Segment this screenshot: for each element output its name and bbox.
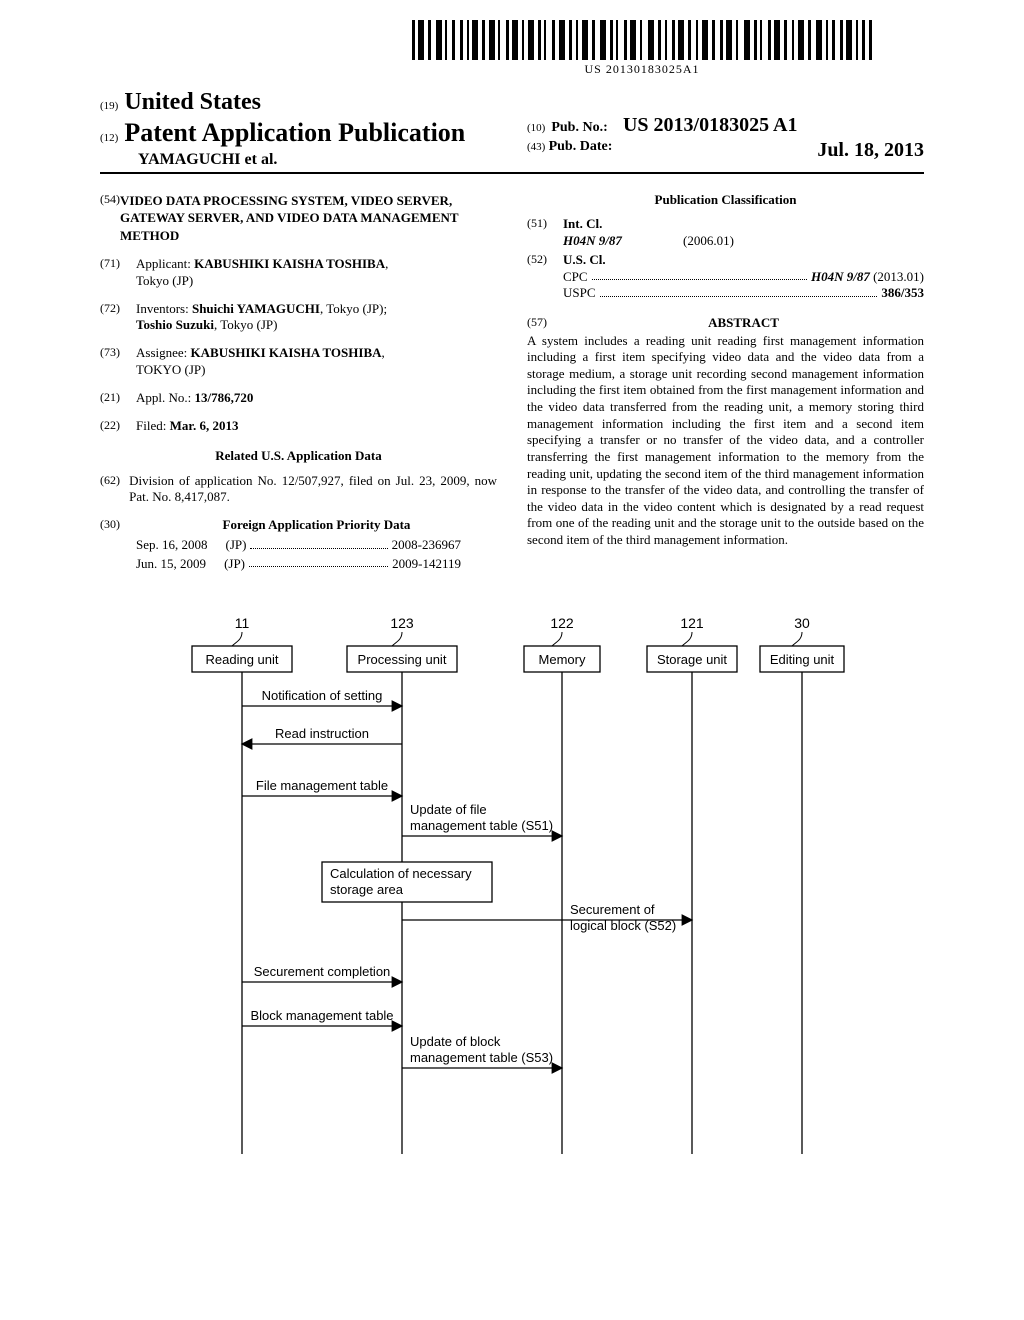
applicant-loc: Tokyo (JP) bbox=[136, 273, 193, 288]
foreign-code: (30) bbox=[100, 517, 136, 533]
priority-cc: (JP) bbox=[224, 556, 245, 572]
col-label: Reading unit bbox=[206, 652, 279, 667]
msg: Update of block bbox=[410, 1034, 501, 1049]
class-heading: Publication Classification bbox=[527, 192, 924, 208]
cpc-val: H04N 9/87 bbox=[811, 269, 870, 285]
inventor-2: Toshio Suzuki bbox=[136, 317, 214, 332]
applicant-label: Applicant: bbox=[136, 256, 191, 271]
abstract-label: ABSTRACT bbox=[563, 315, 924, 331]
col-num: 11 bbox=[235, 615, 250, 631]
pubdate: Jul. 18, 2013 bbox=[817, 138, 924, 163]
barcode: US 20130183025A1 bbox=[412, 20, 872, 77]
assignee-name: KABUSHIKI KAISHA TOSHIBA bbox=[191, 345, 382, 360]
intcl-symbol: H04N 9/87 bbox=[563, 233, 683, 249]
col-num: 121 bbox=[680, 615, 704, 631]
leader-dots bbox=[592, 269, 807, 281]
leader-dots bbox=[249, 556, 388, 568]
msg: logical block (S52) bbox=[570, 918, 676, 933]
priority-date: Sep. 16, 2008 bbox=[136, 537, 208, 553]
abstract-text: A system includes a reading unit reading… bbox=[527, 333, 924, 549]
msg: Update of file bbox=[410, 802, 487, 817]
header: (19) United States (12) Patent Applicati… bbox=[100, 87, 924, 174]
filed-label: Filed: bbox=[136, 418, 166, 433]
biblio-right: Publication Classification (51) Int. Cl.… bbox=[527, 192, 924, 574]
msg: Calculation of necessary bbox=[330, 866, 472, 881]
priority-row: Jun. 15, 2009 (JP) 2009-142119 bbox=[136, 556, 461, 572]
abstract-code: (57) bbox=[527, 315, 563, 331]
foreign-heading: Foreign Application Priority Data bbox=[136, 517, 497, 533]
msg: storage area bbox=[330, 882, 404, 897]
col-label: Processing unit bbox=[358, 652, 447, 667]
assignee-loc: TOKYO (JP) bbox=[136, 362, 205, 377]
col-num: 123 bbox=[390, 615, 414, 631]
uspc-label: USPC bbox=[563, 285, 596, 301]
filed-code: (22) bbox=[100, 418, 136, 434]
pubdate-code: (43) bbox=[527, 141, 545, 153]
biblio: (54) VIDEO DATA PROCESSING SYSTEM, VIDEO… bbox=[100, 192, 924, 574]
division-code: (62) bbox=[100, 473, 129, 506]
msg: File management table bbox=[256, 778, 388, 793]
kind-code: (12) bbox=[100, 132, 118, 146]
uspc-val: 386/353 bbox=[881, 285, 924, 301]
cpc-label: CPC bbox=[563, 269, 588, 285]
cpc-date: (2013.01) bbox=[873, 269, 924, 285]
msg: Notification of setting bbox=[262, 688, 383, 703]
barcode-svg bbox=[412, 20, 872, 60]
leader-dots bbox=[250, 537, 387, 549]
priority-cc: (JP) bbox=[226, 537, 247, 553]
priority-num: 2009-142119 bbox=[392, 556, 461, 572]
priority-date: Jun. 15, 2009 bbox=[136, 556, 206, 572]
uscl-label: U.S. Cl. bbox=[563, 252, 606, 268]
msg: management table (S51) bbox=[410, 818, 553, 833]
publication-kind: Patent Application Publication bbox=[124, 117, 465, 150]
inventor-2-loc: Tokyo (JP) bbox=[220, 317, 277, 332]
msg: Securement completion bbox=[254, 964, 391, 979]
col-num: 30 bbox=[794, 615, 810, 631]
inventors-code: (72) bbox=[100, 301, 136, 334]
filed-date: Mar. 6, 2013 bbox=[170, 418, 239, 433]
applicant-code: (71) bbox=[100, 256, 136, 289]
title-code: (54) bbox=[100, 192, 120, 245]
priority-row: Sep. 16, 2008 (JP) 2008-236967 bbox=[136, 537, 461, 553]
division-text: Division of application No. 12/507,927, … bbox=[129, 473, 497, 506]
applno-label: Appl. No.: bbox=[136, 390, 191, 405]
country: United States bbox=[124, 87, 261, 117]
biblio-left: (54) VIDEO DATA PROCESSING SYSTEM, VIDEO… bbox=[100, 192, 497, 574]
assignee-code: (73) bbox=[100, 345, 136, 378]
msg: management table (S53) bbox=[410, 1050, 553, 1065]
inventor-1-loc: Tokyo (JP); bbox=[326, 301, 387, 316]
inventors-label: Inventors: bbox=[136, 301, 189, 316]
intcl-code: (51) bbox=[527, 216, 563, 232]
applno: 13/786,720 bbox=[195, 390, 254, 405]
pubno: US 2013/0183025 A1 bbox=[623, 113, 797, 138]
uscl-code: (52) bbox=[527, 252, 563, 268]
authors-line: YAMAGUCHI et al. bbox=[138, 150, 497, 170]
intcl-date: (2006.01) bbox=[683, 233, 734, 249]
diagram-svg: 11 123 122 121 30 Reading unit Processin… bbox=[152, 614, 872, 1154]
col-label: Storage unit bbox=[657, 652, 727, 667]
col-label: Memory bbox=[539, 652, 586, 667]
col-num: 122 bbox=[550, 615, 574, 631]
barcode-text: US 20130183025A1 bbox=[412, 62, 872, 77]
msg: Read instruction bbox=[275, 726, 369, 741]
related-heading: Related U.S. Application Data bbox=[100, 448, 497, 464]
priority-num: 2008-236967 bbox=[392, 537, 461, 553]
assignee-label: Assignee: bbox=[136, 345, 187, 360]
pubno-code: (10) bbox=[527, 122, 545, 136]
applicant-name: KABUSHIKI KAISHA TOSHIBA bbox=[194, 256, 385, 271]
barcode-region: US 20130183025A1 bbox=[100, 20, 924, 77]
sequence-diagram: 11 123 122 121 30 Reading unit Processin… bbox=[100, 614, 924, 1154]
pubno-label: Pub. No.: bbox=[551, 119, 607, 137]
invention-title: VIDEO DATA PROCESSING SYSTEM, VIDEO SERV… bbox=[120, 192, 497, 245]
inventor-1: Shuichi YAMAGUCHI bbox=[192, 301, 320, 316]
pubdate-label: Pub. Date: bbox=[549, 139, 613, 154]
leader-dots bbox=[600, 285, 878, 297]
intcl-label: Int. Cl. bbox=[563, 216, 602, 232]
col-label: Editing unit bbox=[770, 652, 835, 667]
country-code: (19) bbox=[100, 100, 118, 114]
msg: Block management table bbox=[250, 1008, 393, 1023]
applno-code: (21) bbox=[100, 390, 136, 406]
msg: Securement of bbox=[570, 902, 655, 917]
